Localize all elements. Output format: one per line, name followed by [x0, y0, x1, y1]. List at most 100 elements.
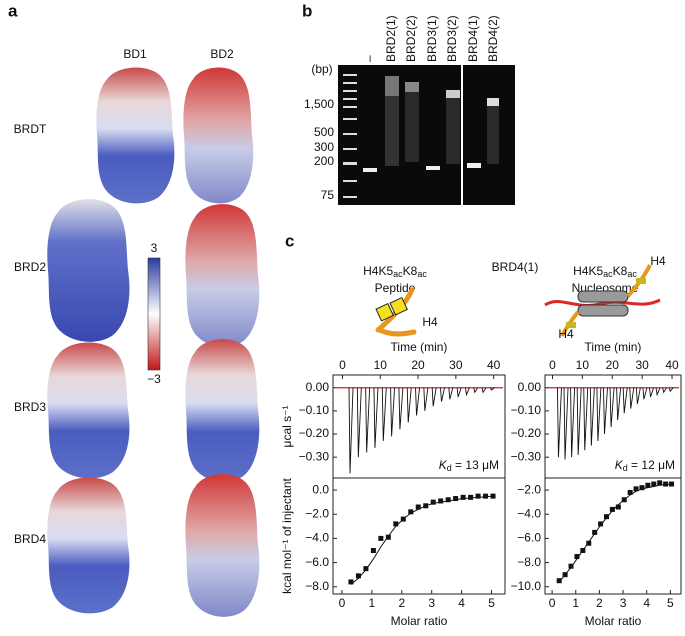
injection-peak [415, 387, 420, 416]
protein-surface [185, 474, 260, 617]
construct-name: H4K5acK8ac [573, 264, 637, 279]
injection-peak [373, 387, 379, 448]
data-point [621, 497, 627, 503]
x-tick-label: 20 [606, 358, 620, 372]
x-axis-label: Time (min) [391, 340, 448, 354]
name-sub: ac [393, 269, 403, 279]
data-point [609, 506, 615, 512]
data-point [586, 540, 592, 546]
data-point [615, 504, 621, 510]
panel-label: b [302, 1, 312, 20]
injection-peak [635, 387, 641, 405]
injection-peak [596, 387, 602, 441]
kd-symbol: K [615, 458, 624, 472]
x-axis-label: Molar ratio [391, 614, 448, 628]
x-tick-label: 5 [667, 596, 674, 610]
injection-peak [464, 387, 470, 397]
fit-curve [558, 483, 672, 583]
chart: 0 1 2 3 4 5 Molar ratio 0.0 −2.0 −4.0 −6.0 −8.0 kcal… [280, 477, 506, 628]
band [467, 163, 481, 168]
x-tick-label: 30 [449, 358, 463, 372]
band [363, 168, 377, 172]
x-tick-label: 1 [369, 596, 376, 610]
y-tick-label: −4.0 [517, 506, 541, 520]
data-point [556, 578, 562, 584]
name-sub: ac [603, 269, 613, 279]
construct-name: H4K5acK8ac [363, 264, 427, 279]
data-point [393, 521, 399, 527]
data-point [370, 548, 376, 553]
data-point [639, 485, 645, 491]
x-tick-label: 1 [572, 596, 579, 610]
marker-label: 300 [314, 140, 334, 154]
data-point [460, 494, 466, 500]
y-tick-label: −6.0 [517, 531, 541, 545]
injection-peak [456, 387, 462, 398]
x-axis-label: Molar ratio [585, 614, 642, 628]
y-tick-label: −10.0 [511, 579, 542, 593]
colorbar-label: −3 [147, 372, 161, 386]
kd-value: = 12 μM [628, 458, 675, 472]
x-tick-label: 4 [643, 596, 650, 610]
tag-label: H4 [422, 315, 438, 329]
data-point [598, 521, 604, 527]
kd-annotation: Kd = 12 μM [615, 458, 675, 473]
data-point [468, 494, 474, 500]
x-tick-label: 40 [487, 358, 501, 372]
panel-label: a [8, 1, 18, 20]
data-point [657, 480, 663, 486]
data-point [663, 481, 669, 487]
injection-peak [423, 387, 429, 411]
row-label: BRD4 [14, 532, 46, 546]
name-part: K8 [403, 264, 418, 278]
x-tick-label: 10 [576, 358, 590, 372]
x-tick-label: 3 [428, 596, 435, 610]
data-point [627, 490, 633, 495]
x-tick-label: 40 [665, 358, 679, 372]
y-axis-label: kcal mol⁻¹ of injectant [280, 477, 294, 593]
injection-peak [649, 387, 654, 398]
y-tick-label: −0.20 [511, 426, 542, 440]
injection-peak [603, 387, 608, 435]
band [446, 90, 460, 98]
x-tick-label: 5 [488, 596, 495, 610]
lane-label: BRD2(1) [384, 15, 398, 62]
colorbar-label: 3 [151, 241, 158, 255]
y-tick-label: −2.0 [305, 506, 329, 520]
data-point [438, 498, 444, 504]
data-point [483, 493, 489, 499]
kd-value: = 13 μM [452, 458, 499, 472]
y-tick-label: −0.10 [299, 403, 330, 417]
x-tick-label: 20 [411, 358, 425, 372]
lane-label: BRD4(1) [466, 15, 480, 62]
marker-label: 75 [321, 188, 335, 202]
tag-label: H4 [650, 254, 666, 268]
injection-peak [662, 387, 668, 394]
tag-label: H4 [558, 327, 574, 341]
data-point [651, 481, 657, 487]
data-point [603, 514, 609, 520]
protein-surface [96, 67, 175, 204]
kd-annotation: Kd = 13 μM [439, 458, 499, 473]
marker-label: 1,500 [304, 97, 334, 111]
injection-peak [668, 387, 674, 393]
x-tick-label: 0 [339, 596, 346, 610]
gel: (bp) 1,500 500 300 200 75 [304, 62, 515, 205]
data-point [363, 566, 369, 572]
data-point [580, 548, 586, 553]
row-label: BRD2 [14, 260, 46, 274]
injection-peak [406, 387, 412, 423]
y-tick-label: −8.0 [305, 579, 329, 593]
data-point [408, 509, 414, 515]
injection-peak [440, 387, 445, 402]
x-tick-label: 2 [398, 596, 405, 610]
band [405, 82, 419, 92]
name-part: H4K5 [363, 264, 393, 278]
injection-peak [557, 387, 562, 458]
kd-symbol: K [439, 458, 448, 472]
data-point [490, 493, 496, 499]
injection-peak [390, 387, 396, 437]
injection-peak [583, 387, 589, 451]
injection-peak [365, 387, 371, 453]
